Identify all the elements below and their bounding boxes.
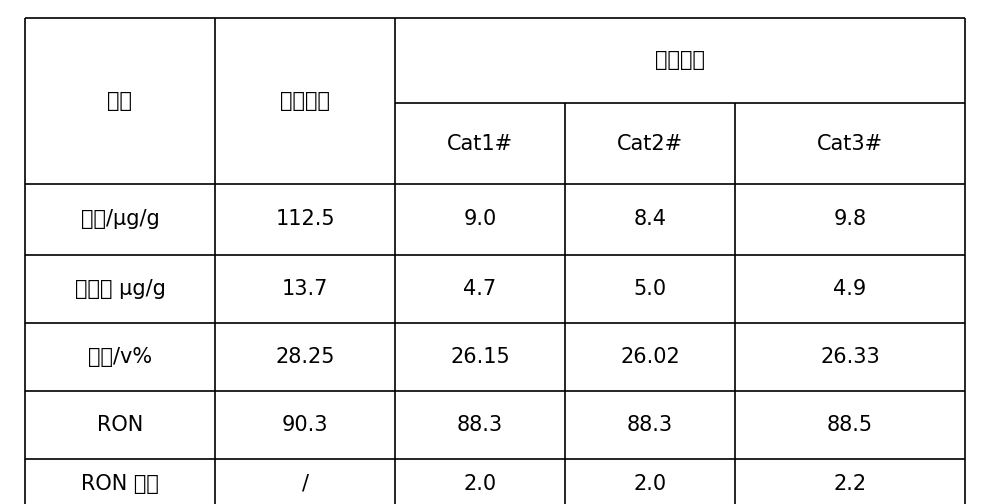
Text: 硫醇硫 μg/g: 硫醇硫 μg/g xyxy=(75,279,165,298)
Text: 4.9: 4.9 xyxy=(833,279,867,298)
Text: 总硫/μg/g: 总硫/μg/g xyxy=(81,209,159,229)
Text: RON 损失: RON 损失 xyxy=(81,474,159,494)
Text: /: / xyxy=(302,474,308,494)
Text: RON: RON xyxy=(97,415,143,434)
Text: 90.3: 90.3 xyxy=(282,415,328,434)
Text: 26.02: 26.02 xyxy=(620,347,680,366)
Text: 9.0: 9.0 xyxy=(463,209,497,229)
Text: 26.33: 26.33 xyxy=(820,347,880,366)
Text: 88.3: 88.3 xyxy=(627,415,673,434)
Text: 88.3: 88.3 xyxy=(457,415,503,434)
Text: 项目: 项目 xyxy=(108,91,132,111)
Text: 2.2: 2.2 xyxy=(833,474,867,494)
Text: 汽油原料: 汽油原料 xyxy=(280,91,330,111)
Text: 26.15: 26.15 xyxy=(450,347,510,366)
Text: Cat3#: Cat3# xyxy=(817,134,883,154)
Text: 28.25: 28.25 xyxy=(275,347,335,366)
Text: 8.4: 8.4 xyxy=(634,209,666,229)
Text: 2.0: 2.0 xyxy=(463,474,497,494)
Text: 13.7: 13.7 xyxy=(282,279,328,298)
Text: 112.5: 112.5 xyxy=(275,209,335,229)
Text: Cat1#: Cat1# xyxy=(447,134,513,154)
Text: 9.8: 9.8 xyxy=(833,209,867,229)
Text: 2.0: 2.0 xyxy=(633,474,667,494)
Text: 88.5: 88.5 xyxy=(827,415,873,434)
Text: 汽油产品: 汽油产品 xyxy=(655,50,705,71)
Text: 5.0: 5.0 xyxy=(633,279,667,298)
Text: 4.7: 4.7 xyxy=(463,279,497,298)
Text: Cat2#: Cat2# xyxy=(617,134,683,154)
Text: 烯烃/v%: 烯烃/v% xyxy=(88,347,152,366)
